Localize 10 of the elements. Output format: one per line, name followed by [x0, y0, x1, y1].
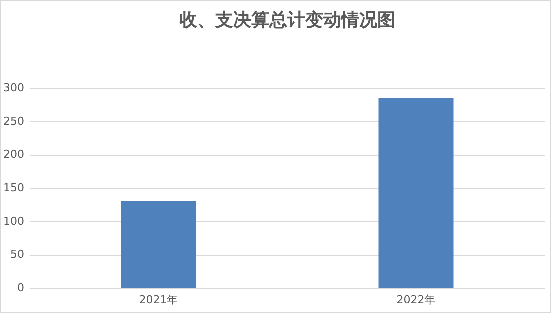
- y-tick-label: 150: [4, 182, 24, 194]
- y-tick-label: 50: [10, 248, 24, 262]
- chart-title: 收、支决算总计变动情况图: [180, 10, 396, 31]
- x-tick-label: 2021年: [139, 294, 178, 306]
- y-tick-label: 200: [4, 148, 24, 162]
- y-tick-label: 0: [18, 282, 24, 294]
- y-tick-label: 300: [4, 82, 24, 94]
- y-tick-label: 100: [4, 214, 24, 228]
- y-tick-label: 250: [4, 114, 24, 128]
- x-tick-label: 2022年: [396, 294, 436, 306]
